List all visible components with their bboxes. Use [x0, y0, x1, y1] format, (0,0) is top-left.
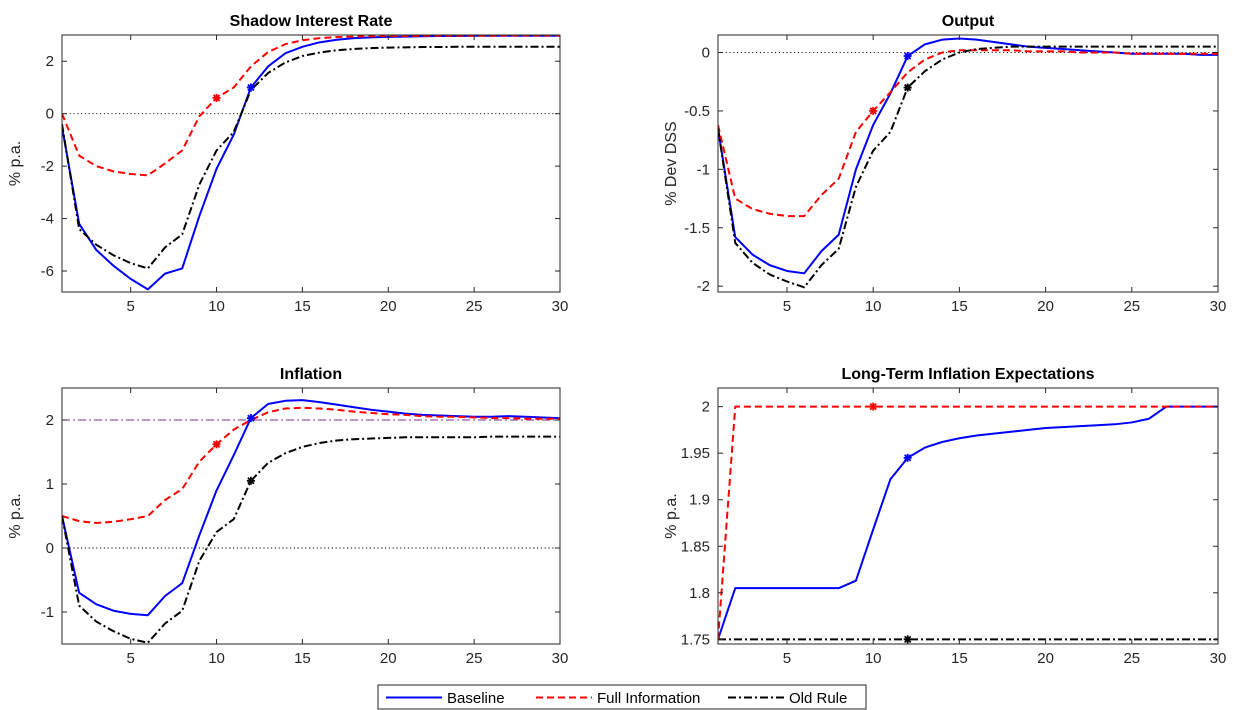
y-tick-label: 1.75: [681, 631, 710, 648]
x-tick-label: 5: [783, 650, 791, 667]
x-tick-label: 20: [380, 298, 397, 315]
y-tick-label: 1.8: [689, 585, 710, 602]
x-tick-label: 25: [466, 298, 483, 315]
panel-long-term-inflation-expectations: 5 10 15 20 25 30 1.75 1.8 1.85 1.9 1.95 2 Long-Term …: [663, 366, 1226, 667]
series-line-old-rule: [718, 45, 1218, 289]
x-tick-label: 25: [1123, 650, 1140, 667]
panel-output: 5 10 15 20 25 30 -2 -1.5 -1 -0.5 0 Output % Dev DSS: [663, 13, 1226, 315]
y-tick-label: -1.5: [684, 220, 710, 237]
plot-area: [62, 388, 560, 644]
x-tick-label: 20: [1037, 650, 1054, 667]
marker-old-rule: [246, 476, 255, 485]
x-tick-label: 15: [294, 298, 311, 315]
y-tick-label: 0: [702, 45, 710, 62]
x-tick-label: 30: [552, 650, 569, 667]
x-tick-label: 5: [127, 298, 135, 315]
series-line-baseline: [718, 37, 1218, 275]
panel-title: Shadow Interest Rate: [230, 13, 393, 30]
marker-full-information: [869, 402, 878, 411]
series-line-full-information: [718, 49, 1218, 218]
y-axis-label: % Dev DSS: [663, 121, 680, 205]
x-tick-label: 10: [208, 650, 225, 667]
y-axis-label: % p.a.: [7, 141, 24, 186]
series-line-full-information: [62, 406, 560, 525]
plot-area: [62, 35, 560, 292]
y-tick-label: -6: [41, 263, 54, 280]
legend-box: [377, 684, 867, 710]
y-tick-label: 1: [46, 476, 54, 493]
y-tick-label: 0: [46, 540, 54, 557]
axes-frame: [717, 34, 1219, 293]
x-tick-label: 30: [1210, 650, 1227, 667]
panel-shadow-interest-rate: 5 10 15 20 25 30 -6 -4 -2 0 2 Shadow Interest Rate%…: [7, 13, 568, 315]
x-tick-label: 20: [1037, 298, 1054, 315]
marker-baseline: [903, 453, 912, 462]
y-tick-label: 2: [46, 412, 54, 429]
marker-baseline: [246, 414, 255, 423]
y-tick-label: -2: [41, 158, 54, 175]
y-axis-label: % p.a.: [7, 493, 24, 538]
marker-old-rule: [903, 83, 912, 92]
x-tick-label: 10: [865, 650, 882, 667]
y-tick-label: -2: [697, 278, 710, 295]
y-tick-label: 2: [702, 399, 710, 416]
panel-title: Long-Term Inflation Expectations: [841, 366, 1094, 383]
x-tick-label: 30: [1210, 298, 1227, 315]
x-tick-label: 15: [951, 298, 968, 315]
series-line-baseline: [62, 399, 560, 617]
panel-inflation: 5 10 15 20 25 30 -1 0 1 2 Inflation % p.a.: [7, 366, 568, 667]
y-axis-label: % p.a.: [663, 493, 680, 538]
panel-title: Output: [942, 13, 995, 30]
x-tick-label: 10: [208, 298, 225, 315]
marker-full-information: [212, 93, 221, 102]
x-tick-label: 10: [865, 298, 882, 315]
y-tick-label: -0.5: [684, 103, 710, 120]
plot-area: [718, 35, 1218, 292]
x-tick-label: 15: [294, 650, 311, 667]
legend-label-baseline: Baseline: [447, 690, 505, 707]
x-tick-label: 25: [466, 650, 483, 667]
x-tick-label: 5: [127, 650, 135, 667]
legend-label-old-rule: Old Rule: [789, 690, 847, 707]
series-line-full-information: [718, 405, 1218, 640]
x-tick-label: 15: [951, 650, 968, 667]
panel-title: Inflation: [280, 366, 342, 383]
y-tick-label: 2: [46, 53, 54, 70]
marker-baseline: [246, 83, 255, 92]
y-tick-label: -1: [41, 604, 54, 621]
marker-full-information: [212, 440, 221, 449]
x-tick-label: 5: [783, 298, 791, 315]
y-tick-label: 1.95: [681, 445, 710, 462]
x-tick-label: 30: [552, 298, 569, 315]
y-tick-label: -4: [41, 211, 54, 228]
axes-frame: [717, 387, 1219, 645]
axes-frame: [61, 387, 561, 645]
marker-old-rule: [903, 635, 912, 644]
series-line-baseline: [718, 405, 1218, 640]
x-tick-label: 25: [1123, 298, 1140, 315]
x-tick-label: 20: [380, 650, 397, 667]
plot-area: [718, 388, 1218, 644]
marker-full-information: [869, 106, 878, 115]
y-tick-label: 1.85: [681, 538, 710, 555]
series-line-old-rule: [62, 435, 560, 644]
y-tick-label: 1.9: [689, 492, 710, 509]
y-tick-label: -1: [697, 161, 710, 178]
series-line-full-information: [62, 35, 560, 177]
series-line-old-rule: [62, 45, 560, 270]
axes-frame: [61, 34, 561, 293]
legend-label-full-information: Full Information: [597, 690, 700, 707]
y-tick-label: 0: [46, 106, 54, 123]
marker-baseline: [903, 52, 912, 61]
series-line-baseline: [62, 35, 560, 291]
legend: Baseline Full Information Old Rule: [377, 684, 867, 710]
